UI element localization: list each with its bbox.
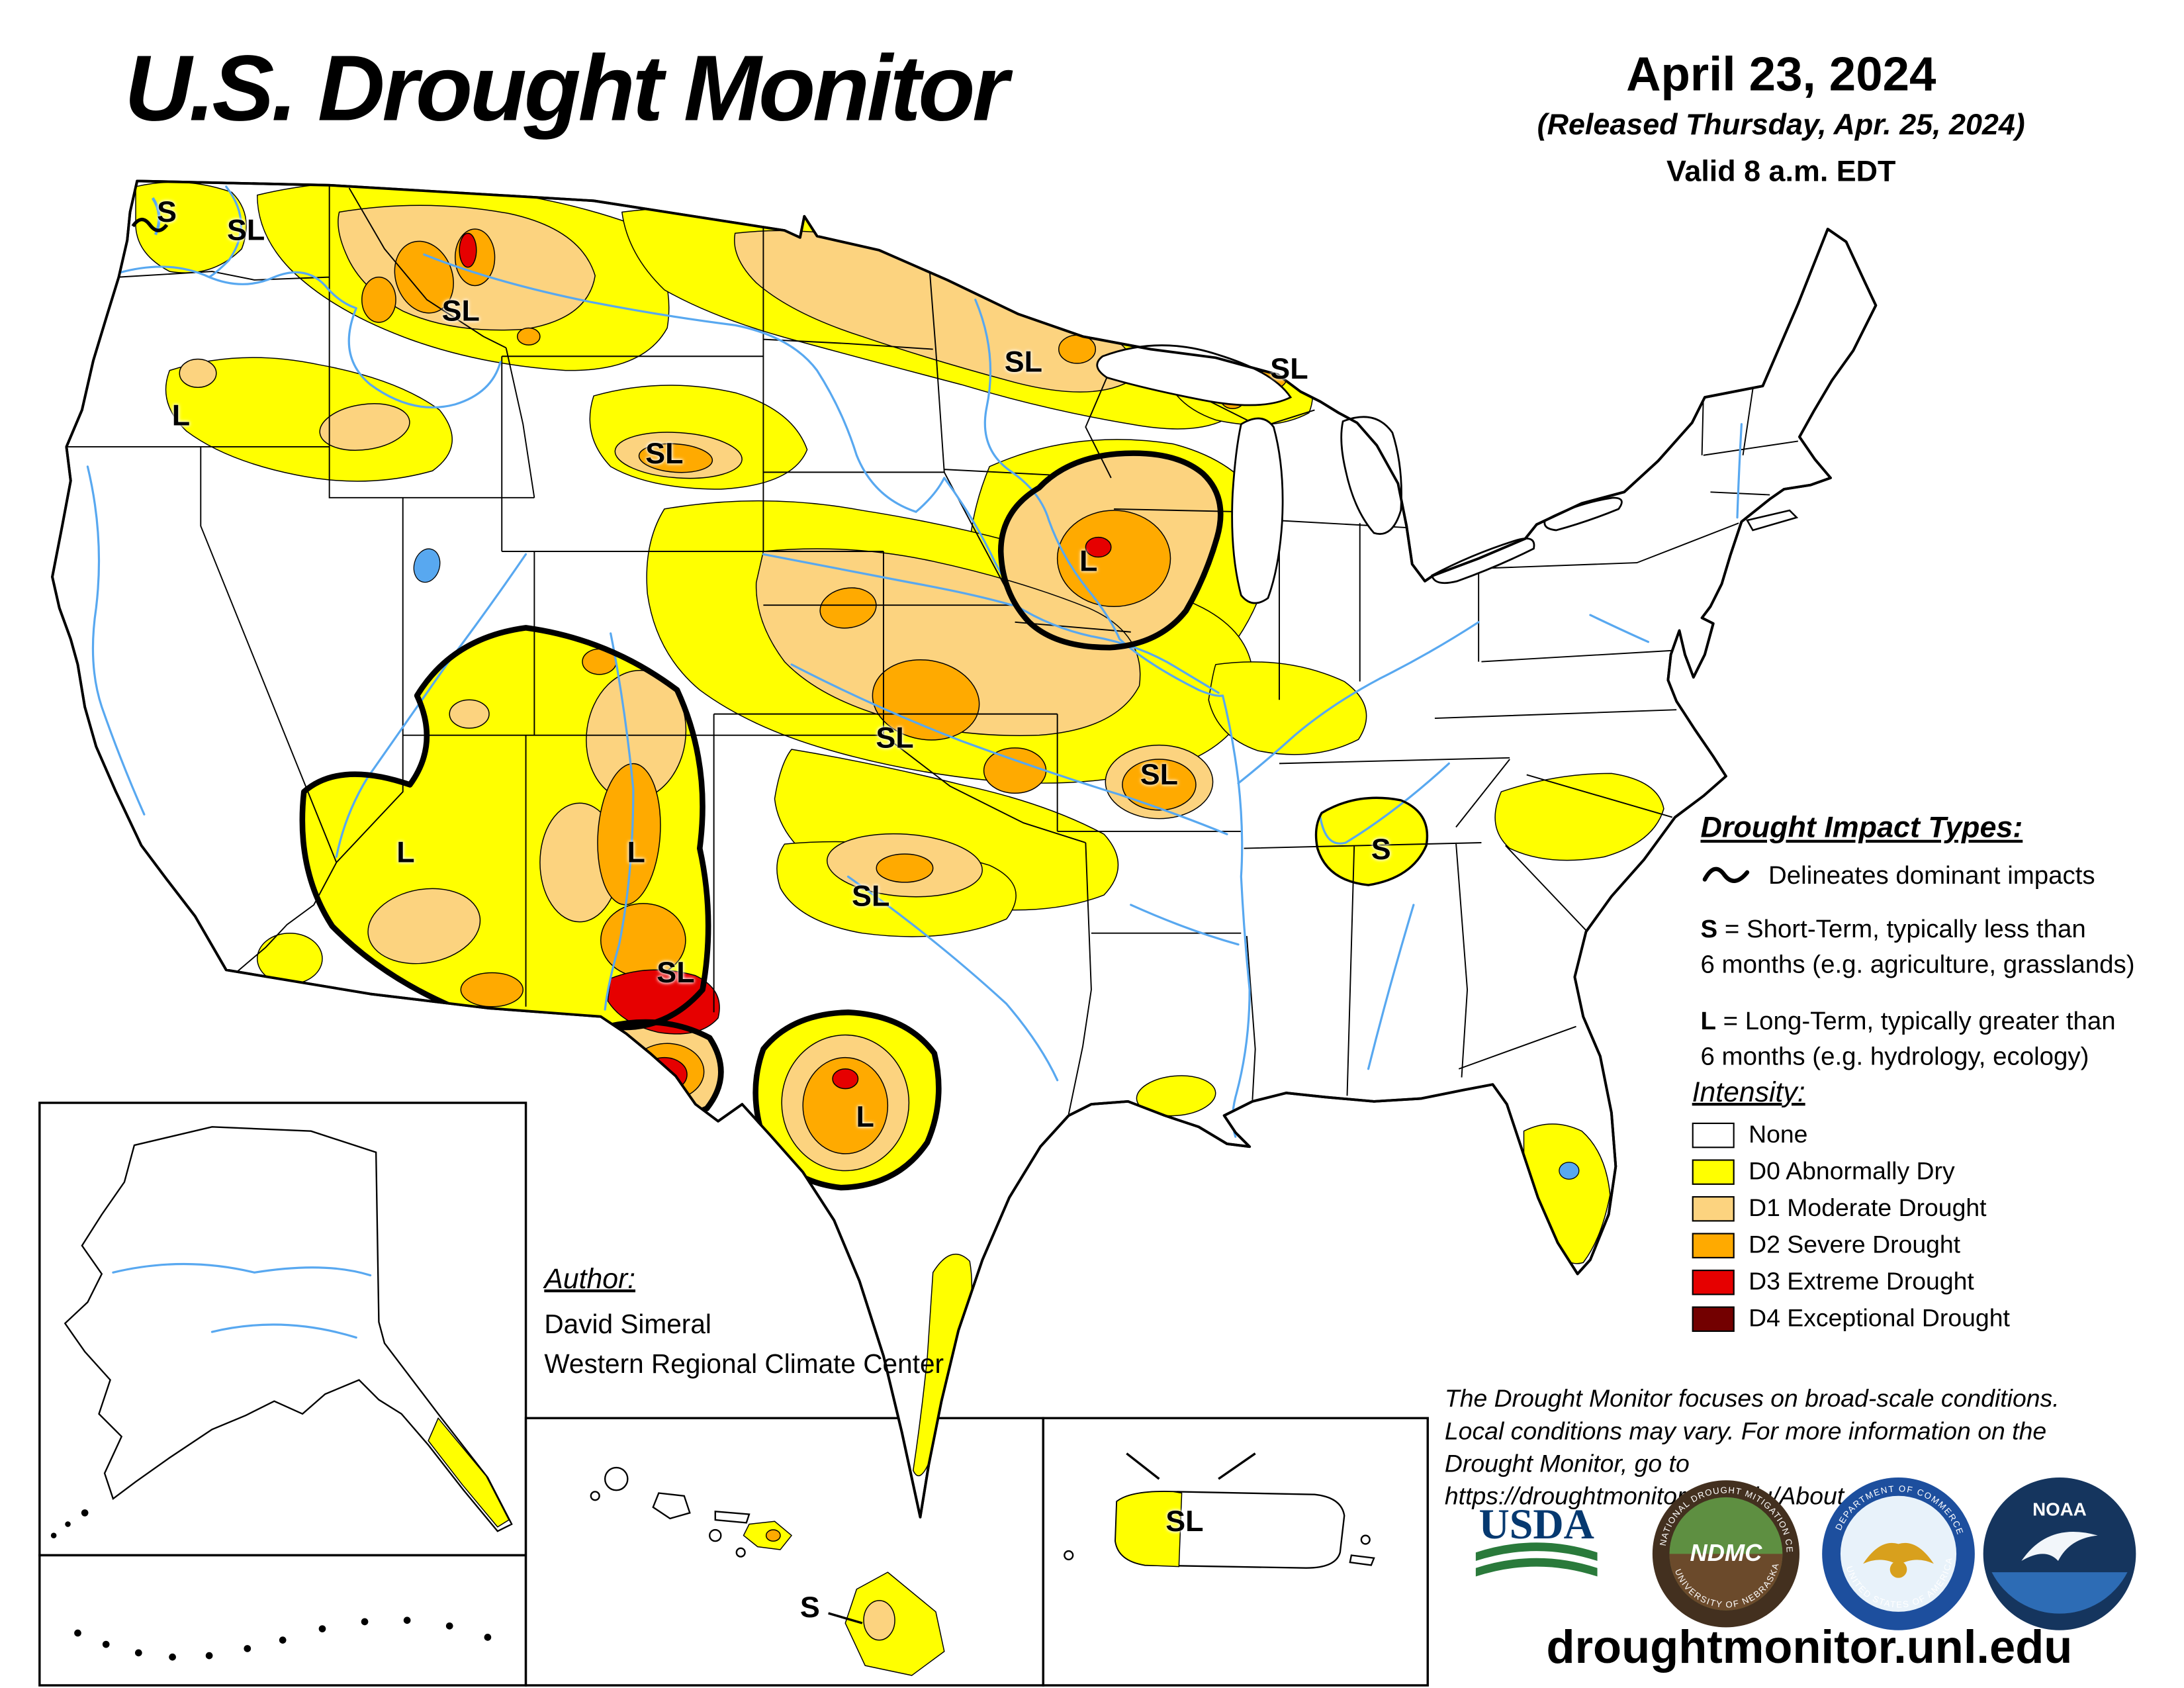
lake-michigan — [1231, 417, 1284, 604]
intensity-swatch-D3 — [1692, 1268, 1735, 1295]
intensity-row-D3: D3 Extreme Drought — [1692, 1266, 2173, 1295]
release-date: (Released Thursday, Apr. 25, 2024) — [1537, 109, 2025, 142]
intensity-label-D0: D0 Abnormally Dry — [1749, 1156, 1955, 1185]
intensity-row-D4: D4 Exceptional Drought — [1692, 1303, 2173, 1333]
intensity-row-D1: D1 Moderate Drought — [1692, 1193, 2173, 1222]
short-term-definition: S = Short-Term, typically less than 6 mo… — [1700, 914, 2135, 979]
impact-squiggle-nw — [131, 217, 169, 232]
intensity-row-D2: D2 Severe Drought — [1692, 1230, 2173, 1258]
valid-time: Valid 8 a.m. EDT — [1666, 155, 1896, 189]
vieques — [1349, 1554, 1375, 1566]
intensity-label-none: None — [1749, 1119, 1808, 1149]
lake-ontario — [1543, 496, 1623, 532]
intensity-label-D4: D4 Exceptional Drought — [1749, 1303, 2010, 1333]
lake-superior — [1096, 344, 1293, 406]
oahu — [652, 1492, 691, 1520]
aleutian-islands — [74, 1617, 492, 1661]
alaska-inset — [50, 1126, 513, 1661]
drought-d1-layer — [179, 205, 1221, 1172]
niihau — [590, 1491, 600, 1501]
author-org: Western Regional Climate Center — [544, 1350, 944, 1380]
intensity-heading: Intensity: — [1692, 1077, 1805, 1109]
culebra — [1360, 1534, 1371, 1545]
conus-outline — [51, 179, 1878, 1519]
molokai — [714, 1511, 751, 1524]
intensity-swatch-D4 — [1692, 1305, 1735, 1331]
map-date-block: April 23, 2024 (Released Thursday, Apr. … — [1484, 48, 2078, 190]
intensity-swatch-D2 — [1692, 1232, 1735, 1258]
intensity-row-D0: D0 Abnormally Dry — [1692, 1156, 2173, 1185]
noaa-bird-icon — [2021, 1531, 2098, 1562]
impact-squiggle-icon — [1702, 867, 1750, 883]
map-date: April 23, 2024 — [1626, 48, 1936, 102]
impact-types-heading: Drought Impact Types: — [1700, 812, 2023, 845]
lake-okeechobee — [1559, 1162, 1580, 1180]
usda-text: USDA — [1479, 1501, 1594, 1548]
hawaii-inset — [590, 1466, 945, 1676]
great-lakes — [1096, 344, 1623, 604]
hawaii-inset-box — [524, 1417, 1045, 1687]
intensity-swatch-D0 — [1692, 1158, 1735, 1184]
aleutians-inset-box — [38, 1554, 527, 1687]
author-name: David Simeral — [544, 1310, 711, 1340]
impact-delineates-text: Delineates dominant impacts — [1768, 860, 2095, 889]
puerto-rico-drought — [1115, 1491, 1183, 1568]
intensity-swatch-D1 — [1692, 1195, 1735, 1221]
mona — [1064, 1550, 1074, 1561]
commerce-seal: DEPARTMENT OF COMMERCE UNITED STATES OF … — [1822, 1477, 1975, 1630]
noaa-logo: NOAA — [1983, 1477, 2136, 1630]
usda-logo: USDA — [1475, 1501, 1598, 1577]
lanai — [709, 1528, 722, 1542]
page-title: U.S. Drought Monitor — [124, 35, 1009, 140]
great-salt-lake — [413, 548, 441, 583]
impact-types-legend: Drought Impact Types: Delineates dominan… — [1700, 812, 2181, 1074]
lake-huron — [1340, 416, 1402, 535]
intensity-row-none: None — [1692, 1119, 2173, 1149]
intensity-label-D1: D1 Moderate Drought — [1749, 1193, 1987, 1222]
kauai — [604, 1466, 629, 1491]
intensity-legend: Intensity: None D0 Abnormally Dry D1 Moder… — [1692, 1078, 2173, 1332]
alaska-panhandle-drought — [428, 1417, 510, 1528]
ndmc-logo: NATIONAL DROUGHT MITIGATION CENTER UNIVE… — [1651, 1479, 1800, 1628]
website-link[interactable]: droughtmonitor.unl.edu — [1546, 1620, 2073, 1673]
noaa-text: NOAA — [2032, 1499, 2087, 1520]
doc-eagle-icon — [1863, 1542, 1934, 1566]
intensity-label-D2: D2 Severe Drought — [1749, 1230, 1961, 1258]
long-term-definition: L = Long-Term, typically greater than 6 … — [1700, 1006, 2116, 1070]
long-island — [1746, 509, 1799, 532]
author-heading: Author: — [544, 1264, 636, 1295]
author-block: Author: David Simeral Western Regional C… — [544, 1264, 944, 1385]
ndmc-center-text: NDMC — [1690, 1539, 1762, 1566]
puerto-rico-inset — [1064, 1452, 1375, 1569]
kahoolawe — [735, 1547, 746, 1558]
lake-erie — [1431, 538, 1535, 585]
intensity-label-D3: D3 Extreme Drought — [1749, 1266, 1974, 1295]
intensity-swatch-none — [1692, 1121, 1735, 1148]
alaska-landmass — [64, 1126, 513, 1532]
